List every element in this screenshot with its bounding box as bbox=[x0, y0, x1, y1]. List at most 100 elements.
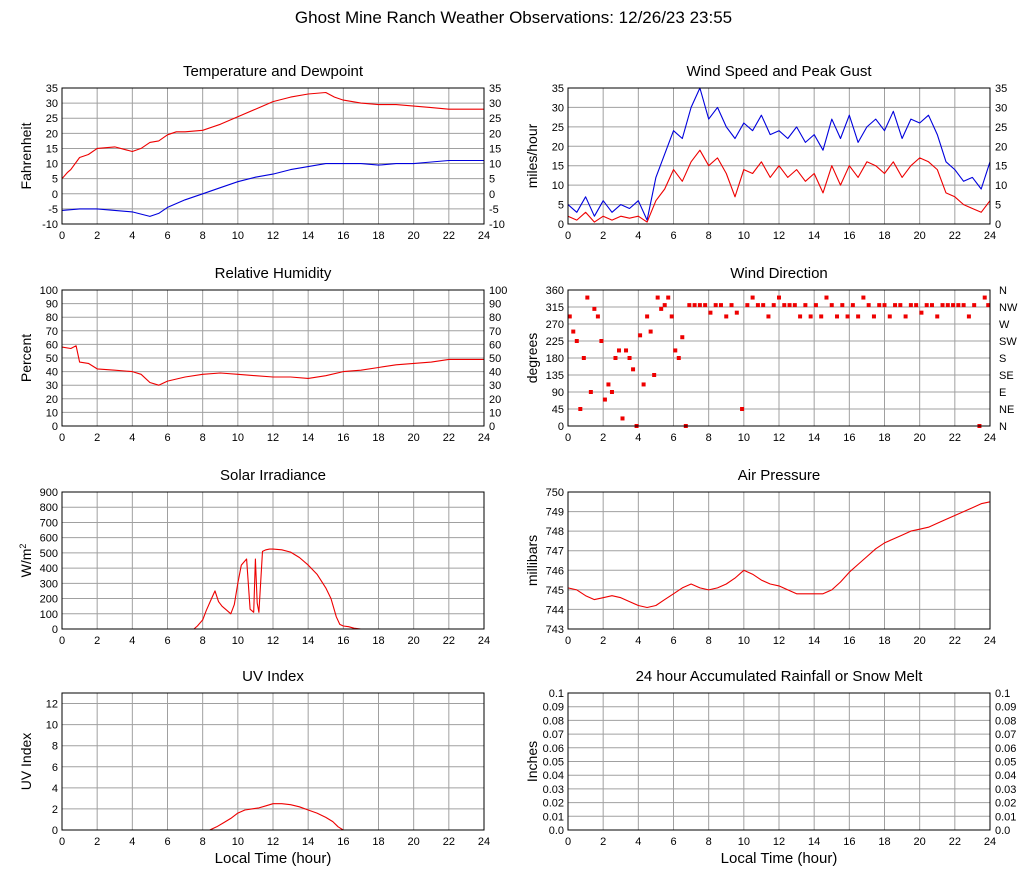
y-tick-label-right: 0.1 bbox=[995, 688, 1010, 700]
y-tick-label: 5 bbox=[558, 200, 564, 212]
y-tick-label-right: -10 bbox=[489, 219, 505, 231]
compass-label: N bbox=[999, 285, 1007, 297]
data-point bbox=[631, 367, 636, 372]
chart-title: Solar Irradiance bbox=[220, 467, 326, 484]
x-tick-label: 0 bbox=[565, 836, 571, 848]
x-tick-label: 8 bbox=[200, 635, 206, 647]
y-tick-label: 0.01 bbox=[543, 811, 564, 823]
x-tick-label: 2 bbox=[94, 836, 100, 848]
y-tick-label: 30 bbox=[46, 380, 58, 392]
x-tick-label: 4 bbox=[129, 432, 135, 444]
y-tick-label: 0.08 bbox=[543, 715, 564, 727]
chart-title: UV Index bbox=[242, 668, 304, 685]
y-tick-label: 100 bbox=[40, 285, 58, 297]
y-tick-label: 0.1 bbox=[549, 688, 564, 700]
x-tick-label: 10 bbox=[738, 432, 750, 444]
y-tick-label: 180 bbox=[546, 353, 564, 365]
y-tick-label-right: 0 bbox=[489, 421, 495, 433]
y-tick-label: 90 bbox=[46, 299, 58, 311]
x-tick-label: 4 bbox=[635, 432, 641, 444]
y-axis-label: W/m2 bbox=[18, 544, 34, 578]
data-point bbox=[798, 314, 803, 319]
data-point bbox=[616, 348, 621, 353]
x-tick-label: 6 bbox=[670, 230, 676, 242]
y-tick-label: 20 bbox=[552, 141, 564, 153]
y-tick-label: 100 bbox=[40, 609, 58, 621]
y-tick-label-right: 30 bbox=[995, 102, 1007, 114]
data-point bbox=[972, 303, 977, 308]
x-tick-label: 14 bbox=[808, 635, 820, 647]
y-tick-label-right: 0.07 bbox=[995, 729, 1016, 741]
y-axis-label: Inches bbox=[524, 741, 540, 782]
compass-label: N bbox=[999, 421, 1007, 433]
y-tick-label-right: 0.0 bbox=[995, 825, 1010, 837]
plot-frame bbox=[61, 491, 485, 630]
chart-title: Wind Direction bbox=[730, 265, 828, 282]
x-tick-label: 16 bbox=[337, 836, 349, 848]
data-point bbox=[961, 303, 966, 308]
x-tick-label: 12 bbox=[267, 836, 279, 848]
y-tick-label-right: 20 bbox=[995, 141, 1007, 153]
y-tick-label-right: 0.08 bbox=[995, 715, 1016, 727]
data-point bbox=[606, 382, 611, 387]
x-tick-label: 4 bbox=[635, 635, 641, 647]
data-point bbox=[638, 333, 643, 338]
x-tick-label: 10 bbox=[232, 635, 244, 647]
x-tick-label: 14 bbox=[302, 432, 314, 444]
data-point bbox=[829, 303, 834, 308]
y-tick-label: 60 bbox=[46, 339, 58, 351]
data-point bbox=[782, 303, 787, 308]
plot-frame bbox=[567, 87, 991, 225]
x-tick-label: 24 bbox=[984, 836, 996, 848]
data-point bbox=[585, 295, 590, 300]
data-point bbox=[571, 329, 576, 334]
data-point bbox=[697, 303, 702, 308]
data-point bbox=[581, 356, 586, 360]
y-tick-label-right: 25 bbox=[489, 113, 501, 125]
y-tick-label-right: 40 bbox=[489, 367, 501, 379]
y-tick-label: 35 bbox=[46, 83, 58, 95]
y-tick-label: 0 bbox=[52, 189, 58, 201]
x-tick-label: 8 bbox=[706, 635, 712, 647]
data-point bbox=[641, 382, 646, 387]
x-tick-label: 24 bbox=[984, 635, 996, 647]
y-tick-label: 0.0 bbox=[549, 825, 564, 837]
data-point bbox=[588, 390, 593, 394]
data-point bbox=[740, 407, 745, 411]
x-tick-label: 2 bbox=[600, 432, 606, 444]
x-tick-label: 20 bbox=[914, 635, 926, 647]
y-tick-label: 40 bbox=[46, 367, 58, 379]
x-tick-label: 16 bbox=[337, 432, 349, 444]
y-tick-label-right: 70 bbox=[489, 326, 501, 338]
data-point bbox=[819, 314, 824, 319]
y-tick-label-right: 15 bbox=[489, 143, 501, 155]
data-point bbox=[824, 295, 829, 300]
x-tick-label: 2 bbox=[600, 836, 606, 848]
x-tick-label: 10 bbox=[232, 230, 244, 242]
x-tick-label: 10 bbox=[738, 635, 750, 647]
x-tick-label: 18 bbox=[878, 836, 890, 848]
y-tick-label: 10 bbox=[552, 180, 564, 192]
data-point bbox=[792, 303, 797, 308]
x-tick-label: 8 bbox=[706, 836, 712, 848]
plot-frame bbox=[61, 87, 485, 225]
x-tick-label: 4 bbox=[129, 635, 135, 647]
y-axis-label: millibars bbox=[524, 535, 540, 586]
y-tick-label: 25 bbox=[46, 113, 58, 125]
y-tick-label-right: 10 bbox=[489, 159, 501, 171]
data-point bbox=[592, 306, 597, 311]
y-tick-label: 50 bbox=[46, 353, 58, 365]
y-tick-label-right: 10 bbox=[995, 180, 1007, 192]
y-tick-label: 900 bbox=[40, 487, 58, 499]
data-point bbox=[861, 295, 866, 300]
x-tick-label: 12 bbox=[773, 432, 785, 444]
data-point bbox=[718, 303, 723, 308]
y-tick-label: 45 bbox=[552, 404, 564, 416]
series-line-red bbox=[62, 803, 484, 831]
data-point bbox=[945, 303, 950, 308]
data-point bbox=[624, 348, 629, 353]
compass-label: NE bbox=[999, 404, 1014, 416]
